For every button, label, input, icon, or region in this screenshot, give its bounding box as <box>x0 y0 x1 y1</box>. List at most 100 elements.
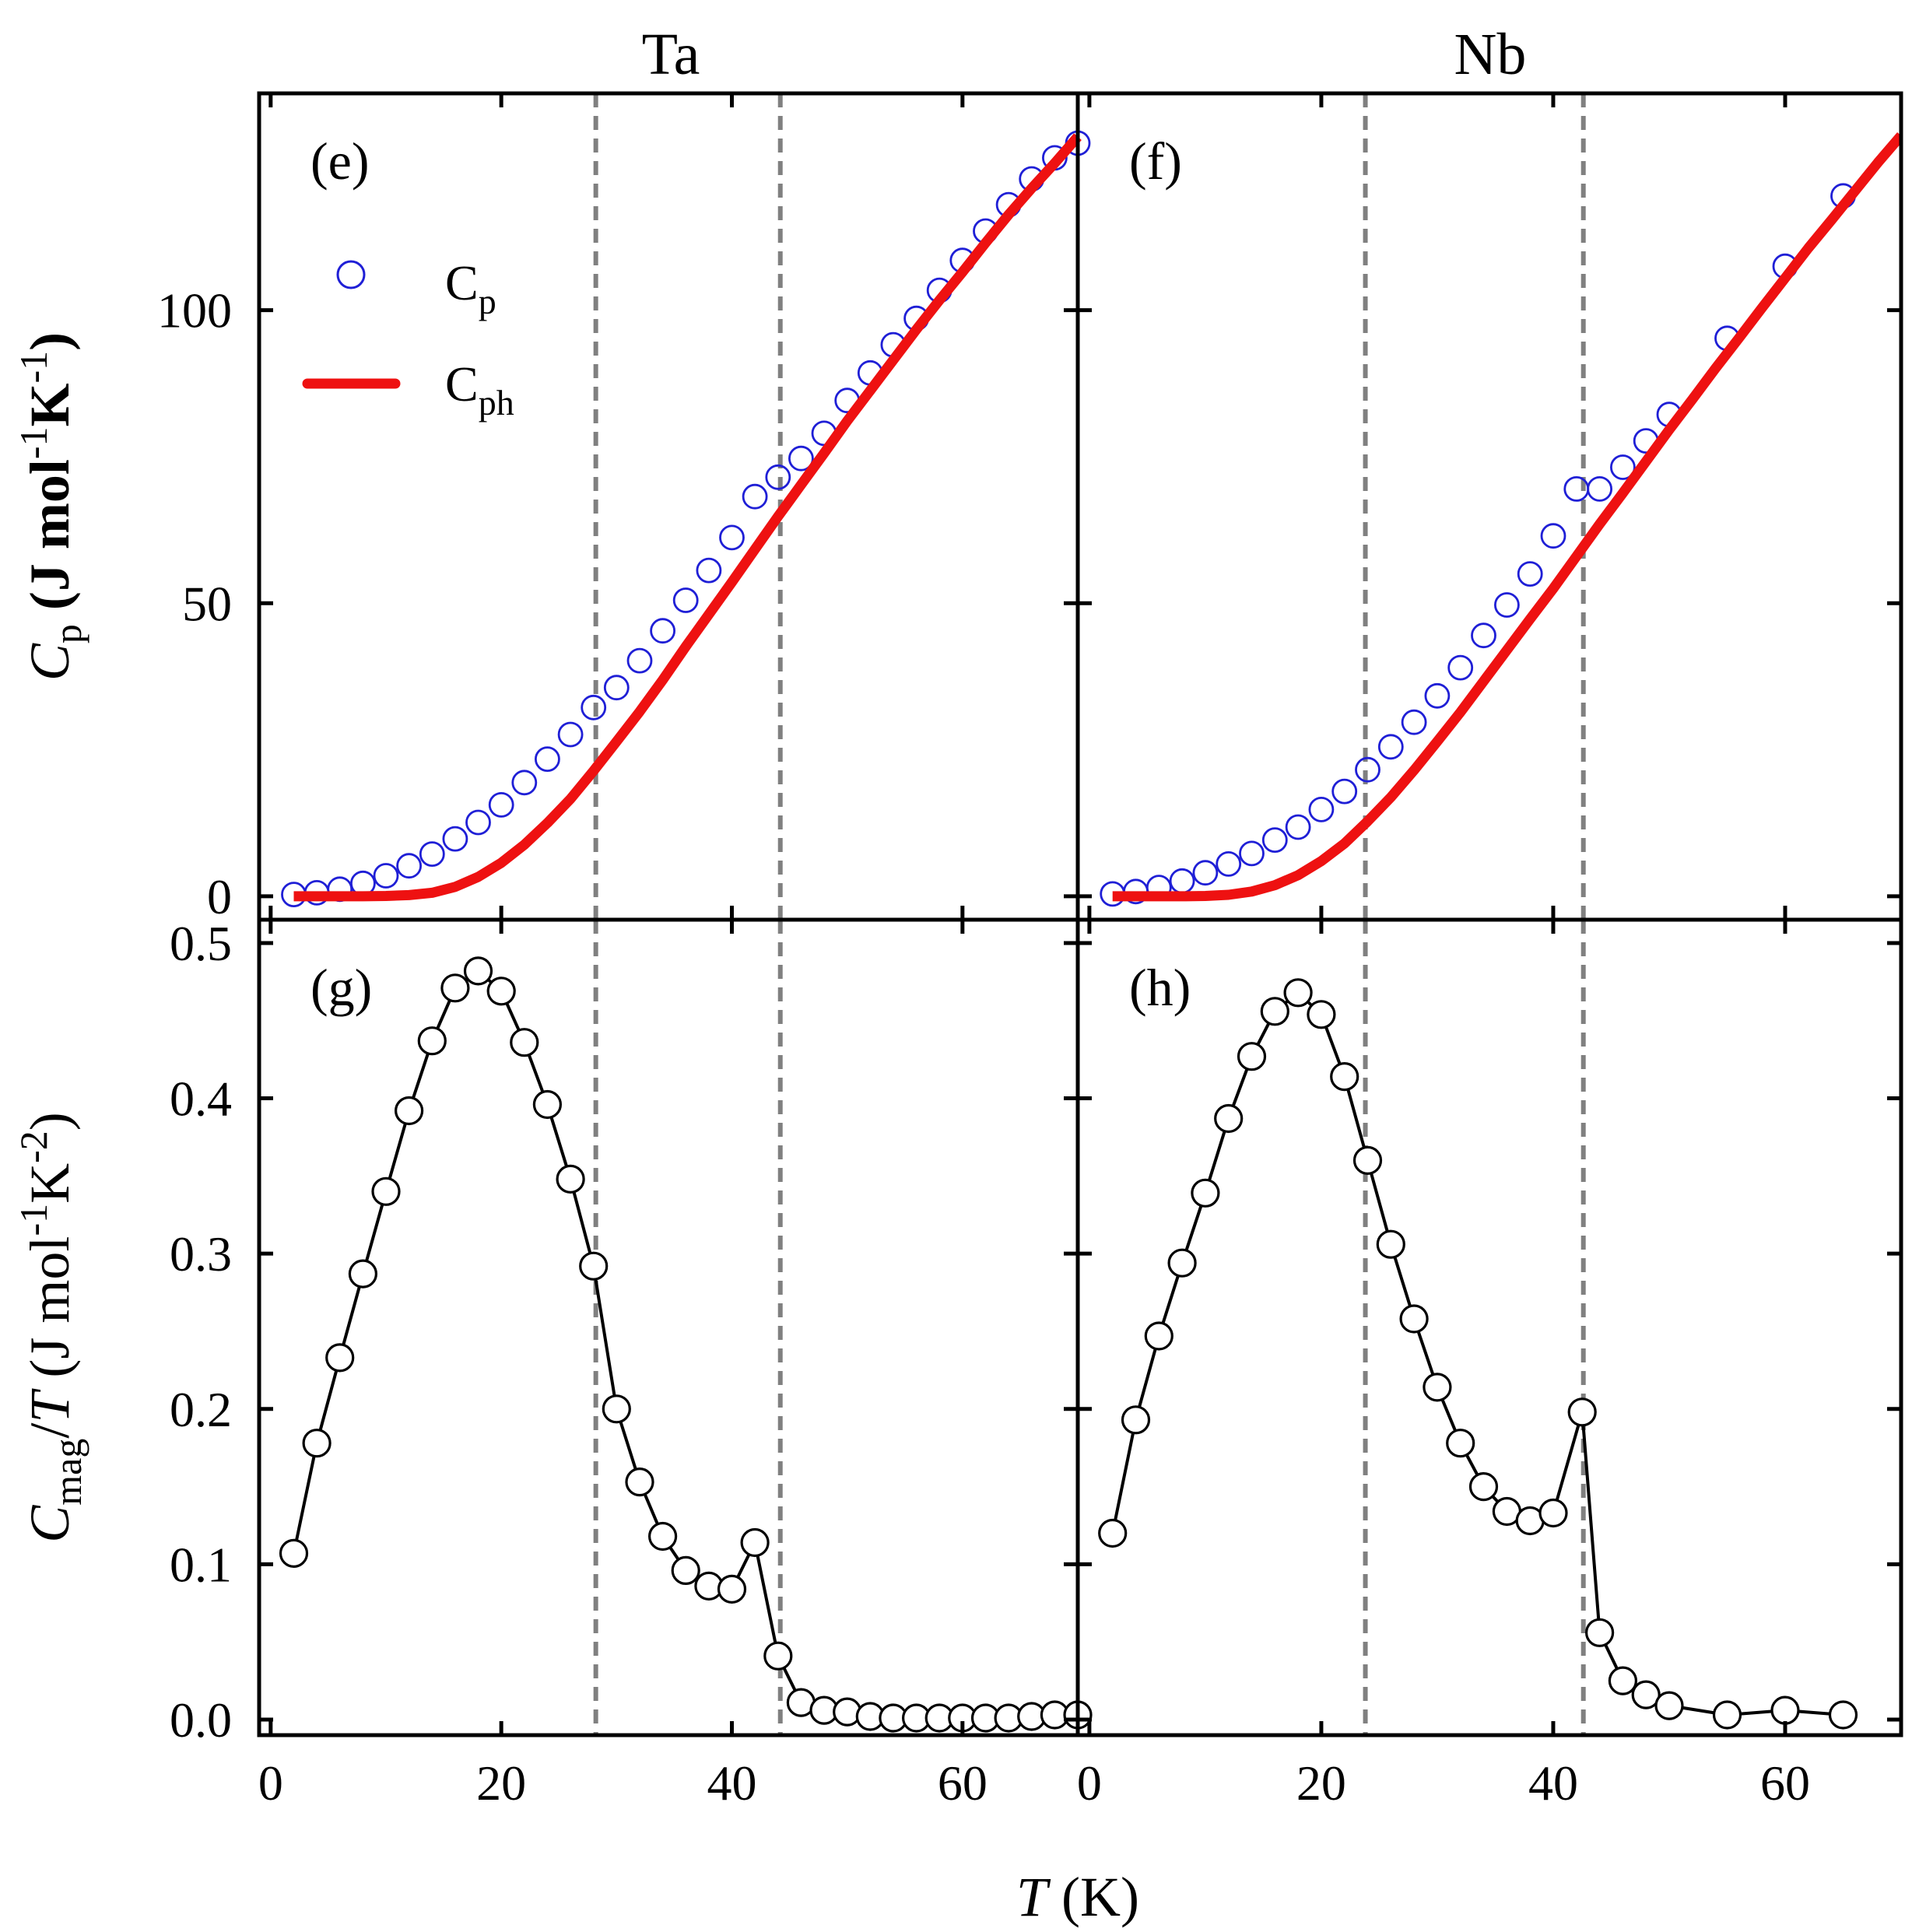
marker-e-Cp-21 <box>765 464 791 490</box>
panel-frame-1-bottom <box>1075 917 1903 1737</box>
y-tick-label-bottom-4: 0.4 <box>170 1071 232 1127</box>
column-title-nb: Nb <box>1454 22 1527 87</box>
marker-e-Cp-14 <box>603 675 630 701</box>
y-tick-label-top-1: 50 <box>182 576 232 631</box>
marker-f-Cp-4 <box>1192 860 1219 886</box>
marker-h-Cmag/T-9 <box>1307 1000 1336 1029</box>
y-tick-label-bottom-2: 0.2 <box>170 1382 232 1437</box>
marker-h-Cmag/T-26 <box>1770 1695 1800 1725</box>
series-line-e-Cph <box>293 133 1082 902</box>
column-title-ta: Ta <box>642 22 700 87</box>
marker-h-Cmag/T-3 <box>1167 1248 1197 1278</box>
x-tick-label-0-3: 60 <box>938 1755 988 1811</box>
marker-g-Cmag/T-24 <box>833 1697 862 1727</box>
legend-marker-cp <box>336 260 366 289</box>
legend-label-cp: Cp <box>445 255 496 321</box>
marker-f-Cp-22 <box>1609 454 1636 480</box>
y-axis-label-bottom: Cmag/T (J mol-1K-2) <box>12 1112 89 1543</box>
y-axis-label-top-sup1: -1 <box>12 427 55 460</box>
marker-h-Cmag/T-11 <box>1352 1145 1383 1176</box>
legend-label-cp-main: C <box>445 255 479 310</box>
marker-g-Cmag/T-5 <box>394 1096 424 1126</box>
marker-g-Cmag/T-16 <box>647 1521 678 1552</box>
marker-h-Cmag/T-5 <box>1214 1103 1244 1134</box>
marker-h-Cmag/T-7 <box>1260 997 1289 1026</box>
marker-g-Cmag/T-9 <box>486 977 516 1006</box>
grid-layer <box>593 93 1586 1735</box>
y-tick-label-bottom-5: 0.5 <box>170 916 232 971</box>
marker-e-Cp-13 <box>581 694 607 721</box>
marker-f-Cp-21 <box>1587 476 1613 502</box>
marker-f-Cp-14 <box>1424 682 1451 709</box>
marker-g-Cmag/T-14 <box>602 1394 631 1424</box>
x-tick-label-1-2: 40 <box>1528 1755 1578 1811</box>
y-axis-label-top-unit3: ) <box>19 332 81 351</box>
x-tick-label-1-3: 60 <box>1760 1755 1810 1811</box>
marker-g-Cmag/T-7 <box>440 973 470 1003</box>
marker-h-Cmag/T-15 <box>1446 1429 1475 1458</box>
marker-g-Cmag/T-4 <box>371 1176 401 1206</box>
marker-h-Cmag/T-21 <box>1585 1618 1615 1647</box>
marker-f-Cp-9 <box>1308 797 1335 822</box>
frame-layer <box>257 91 1903 1737</box>
marker-f-Cp-8 <box>1285 814 1311 840</box>
marker-h-Cmag/T-23 <box>1631 1680 1661 1709</box>
marker-e-Cp-22 <box>788 445 814 472</box>
marker-g-Cmag/T-0 <box>279 1538 309 1569</box>
y-axis-label-bottom-slash: / <box>19 1423 81 1439</box>
marker-g-Cmag/T-10 <box>510 1028 539 1057</box>
x-tick-label-1-1: 20 <box>1296 1755 1346 1811</box>
marker-h-Cmag/T-16 <box>1468 1471 1499 1502</box>
marker-e-Cp-15 <box>626 647 653 674</box>
marker-e-Cp-9 <box>488 792 514 818</box>
marker-g-Cmag/T-1 <box>302 1429 332 1458</box>
marker-h-Cmag/T-25 <box>1712 1700 1742 1730</box>
marker-f-Cp-16 <box>1471 622 1496 649</box>
marker-f-Cp-10 <box>1331 778 1358 805</box>
marker-e-Cp-4 <box>373 863 399 889</box>
marker-g-Cmag/T-8 <box>463 956 493 986</box>
marker-h-Cmag/T-0 <box>1098 1518 1128 1548</box>
marker-g-Cmag/T-15 <box>625 1467 654 1497</box>
marker-h-Cmag/T-13 <box>1399 1304 1429 1334</box>
x-tick-label-0-0: 0 <box>258 1755 283 1811</box>
y-axis-label-top: Cp (J mol-1K-1) <box>12 332 89 681</box>
marker-e-Cp-6 <box>419 841 445 867</box>
y-axis-label-bottom-sub: mag <box>46 1439 89 1506</box>
marker-f-Cp-13 <box>1401 709 1427 735</box>
y-axis-label-top-unit2: K <box>19 383 81 426</box>
marker-e-Cp-20 <box>742 483 768 510</box>
marker-f-Cp-19 <box>1540 523 1566 549</box>
marker-h-Cmag/T-14 <box>1423 1373 1452 1402</box>
x-tick-label-0-2: 40 <box>707 1755 756 1811</box>
data-layer <box>279 130 1901 1733</box>
marker-h-Cmag/T-19 <box>1538 1498 1568 1528</box>
marker-h-Cmag/T-27 <box>1828 1700 1858 1730</box>
marker-f-Cp-6 <box>1239 840 1265 867</box>
marker-h-Cmag/T-1 <box>1121 1405 1151 1435</box>
marker-h-Cmag/T-22 <box>1608 1666 1637 1695</box>
marker-f-Cp-12 <box>1377 734 1404 760</box>
y-axis-label-bottom-unit3: ) <box>19 1112 81 1131</box>
marker-g-Cmag/T-17 <box>671 1555 700 1586</box>
panel-label-h: (h) <box>1129 958 1191 1017</box>
marker-e-Cp-12 <box>557 721 584 748</box>
marker-g-Cmag/T-2 <box>325 1343 355 1373</box>
marker-e-Cp-17 <box>672 587 699 613</box>
marker-f-Cp-5 <box>1216 851 1242 877</box>
marker-f-Cp-7 <box>1261 827 1288 853</box>
x-axis-label-unit: (K) <box>1047 1866 1139 1928</box>
marker-g-Cmag/T-20 <box>740 1527 770 1558</box>
marker-g-Cmag/T-6 <box>417 1026 447 1056</box>
legend-label-cph-sub: ph <box>479 383 514 423</box>
legend-label-cph-main: C <box>445 356 479 412</box>
y-axis-label-top-unit1: (J mol <box>19 459 81 624</box>
x-tick-label-1-0: 0 <box>1077 1755 1102 1811</box>
panel-frame-1-top <box>1075 91 1903 922</box>
y-axis-label-bottom-unit1: (J mol <box>19 1236 81 1392</box>
marker-g-Cmag/T-11 <box>532 1089 563 1120</box>
marker-e-Cp-18 <box>696 557 722 584</box>
x-axis-label-symbol: T <box>1016 1866 1051 1928</box>
marker-g-Cmag/T-3 <box>348 1259 377 1289</box>
